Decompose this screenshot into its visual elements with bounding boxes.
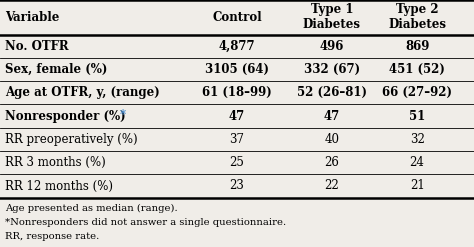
Text: 21: 21	[410, 180, 425, 192]
Text: RR preoperatively (%): RR preoperatively (%)	[5, 133, 137, 146]
Text: *Nonresponders did not answer a single questionnaire.: *Nonresponders did not answer a single q…	[5, 218, 286, 227]
Text: RR 12 months (%): RR 12 months (%)	[5, 180, 113, 192]
Text: 47: 47	[324, 110, 340, 123]
Text: 496: 496	[319, 40, 344, 53]
Text: 24: 24	[410, 156, 425, 169]
Text: *: *	[119, 109, 126, 122]
Text: 22: 22	[324, 180, 339, 192]
Text: 23: 23	[229, 180, 245, 192]
Text: 52 (26–81): 52 (26–81)	[297, 86, 367, 99]
Text: RR 3 months (%): RR 3 months (%)	[5, 156, 106, 169]
Text: 3105 (64): 3105 (64)	[205, 63, 269, 76]
Text: 25: 25	[229, 156, 245, 169]
Text: 4,877: 4,877	[219, 40, 255, 53]
Text: 51: 51	[409, 110, 425, 123]
Text: 66 (27–92): 66 (27–92)	[382, 86, 452, 99]
Text: 61 (18–99): 61 (18–99)	[202, 86, 272, 99]
Text: No. OTFR: No. OTFR	[5, 40, 68, 53]
Text: 47: 47	[229, 110, 245, 123]
Text: 32: 32	[410, 133, 425, 146]
Text: 451 (52): 451 (52)	[389, 63, 445, 76]
Text: 40: 40	[324, 133, 339, 146]
Text: 37: 37	[229, 133, 245, 146]
Text: 869: 869	[405, 40, 429, 53]
Text: RR, response rate.: RR, response rate.	[5, 232, 99, 241]
Text: Sex, female (%): Sex, female (%)	[5, 63, 107, 76]
Text: Age at OTFR, y, (range): Age at OTFR, y, (range)	[5, 86, 159, 99]
Text: 26: 26	[324, 156, 339, 169]
Text: Age presented as median (range).: Age presented as median (range).	[5, 204, 177, 213]
Text: Control: Control	[212, 11, 262, 24]
Text: Type 1
Diabetes: Type 1 Diabetes	[303, 3, 361, 31]
Text: Nonresponder (%): Nonresponder (%)	[5, 110, 125, 123]
Text: 332 (67): 332 (67)	[304, 63, 360, 76]
Text: Variable: Variable	[5, 11, 59, 24]
Text: Type 2
Diabetes: Type 2 Diabetes	[388, 3, 446, 31]
